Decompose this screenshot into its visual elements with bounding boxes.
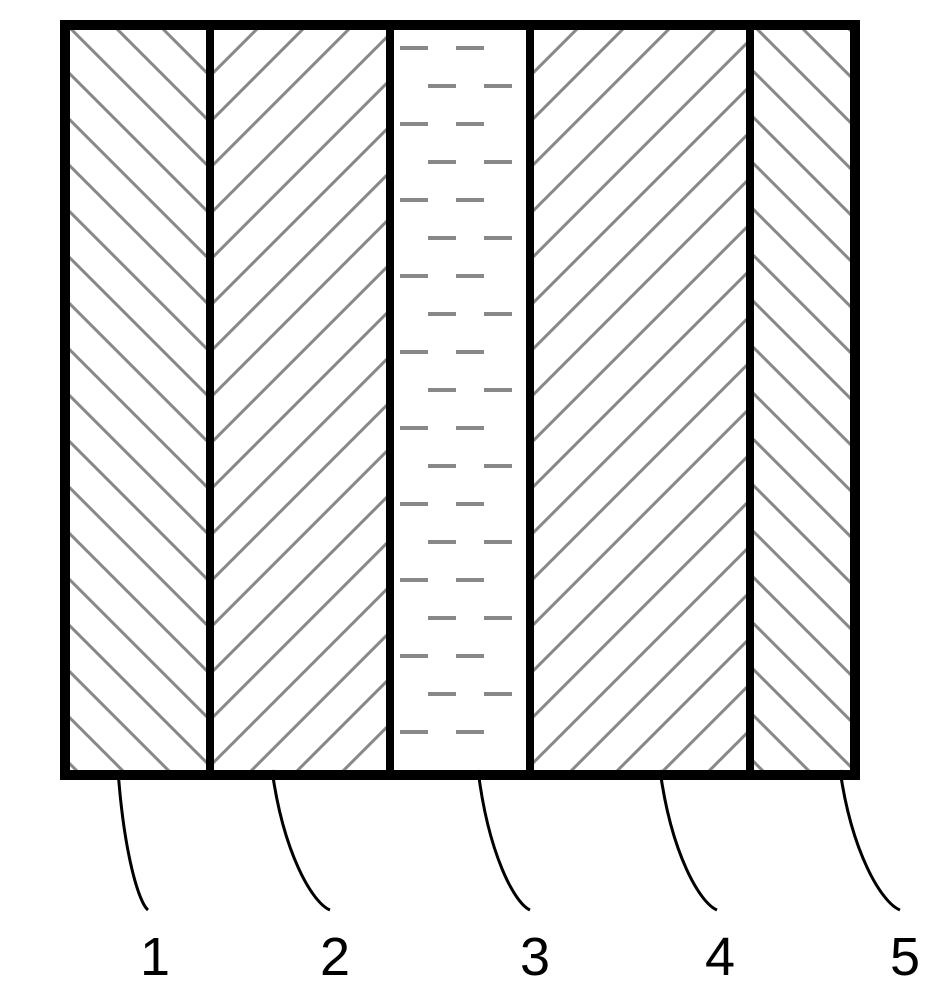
label-1: 1 xyxy=(140,927,170,987)
label-4: 4 xyxy=(705,927,735,987)
label-5: 5 xyxy=(890,927,920,987)
label-2: 2 xyxy=(320,927,350,987)
cross-section-diagram: 1 2 3 4 5 xyxy=(0,0,934,1000)
label-3: 3 xyxy=(520,927,550,987)
